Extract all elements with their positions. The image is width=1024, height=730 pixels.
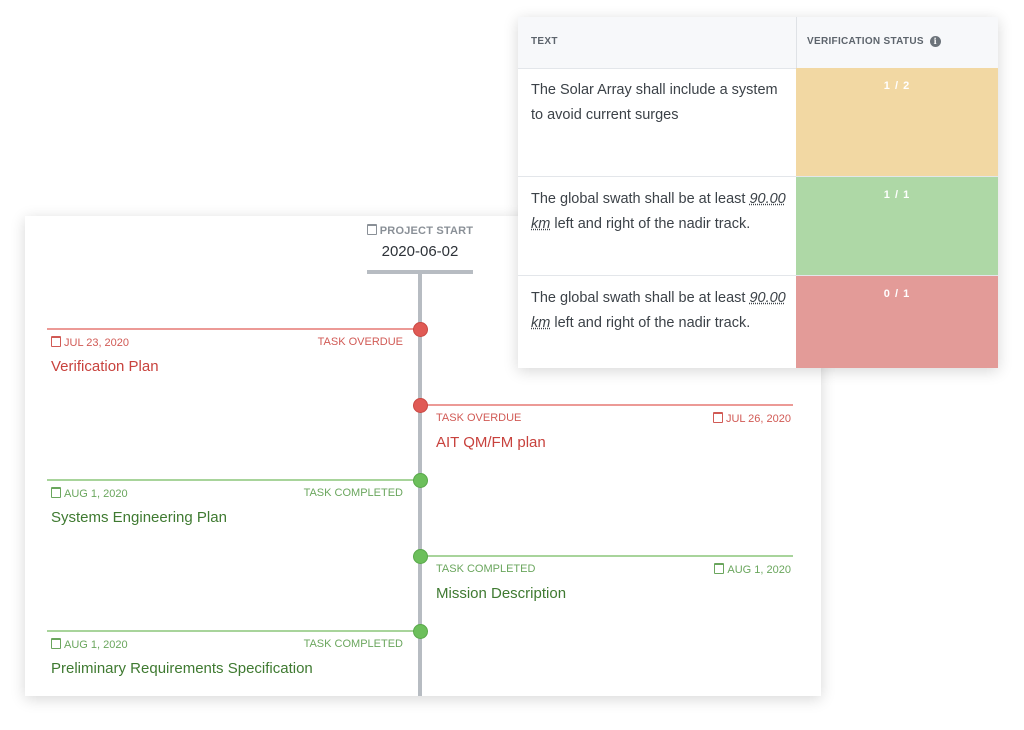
timeline-node-completed: [413, 624, 428, 639]
task-title[interactable]: Systems Engineering Plan: [51, 509, 227, 526]
calendar-icon: [51, 487, 61, 498]
timeline-node-overdue: [413, 322, 428, 337]
task-due-date: JUL 23, 2020: [51, 336, 129, 349]
table-row[interactable]: The global swath shall be at least 90.00…: [518, 276, 998, 368]
task-title[interactable]: Preliminary Requirements Specification: [51, 660, 313, 677]
task-connector: [420, 404, 793, 406]
column-header-text[interactable]: TEXT: [531, 36, 558, 47]
calendar-icon: [712, 412, 723, 423]
task-title[interactable]: Mission Description: [436, 585, 567, 602]
column-divider: [796, 17, 797, 68]
column-header-verification-status[interactable]: VERIFICATION STATUS i: [807, 36, 941, 47]
task-title[interactable]: AIT QM/FM plan: [436, 434, 546, 451]
task-connector: [47, 328, 420, 330]
requirement-quantity[interactable]: 90.00 km: [531, 191, 786, 232]
timeline-node-completed: [413, 473, 428, 488]
timeline-node-overdue: [413, 398, 428, 413]
timeline-node-completed: [413, 549, 428, 564]
verification-status-cell[interactable]: 1 / 2: [796, 68, 998, 176]
task-title[interactable]: Verification Plan: [51, 358, 159, 375]
task-due-date: AUG 1, 2020: [714, 563, 791, 576]
requirement-text: The global swath shall be at least 90.00…: [531, 191, 786, 232]
timeline-start-cap: [367, 270, 473, 274]
info-icon[interactable]: i: [929, 36, 941, 47]
task-due-date: JUL 26, 2020: [712, 412, 791, 425]
verification-status-cell[interactable]: 0 / 1: [796, 276, 998, 368]
task-status: TASK COMPLETED: [303, 638, 403, 650]
verification-status-cell[interactable]: 1 / 1: [796, 177, 998, 275]
calendar-icon: [51, 336, 61, 347]
requirements-table: TEXT VERIFICATION STATUS i The Solar Arra…: [518, 17, 998, 368]
task-status: TASK OVERDUE: [436, 412, 522, 424]
requirement-quantity[interactable]: 90.00 km: [531, 290, 786, 331]
task-status: TASK OVERDUE: [317, 336, 403, 348]
verification-status-value: 0 / 1: [883, 288, 911, 300]
project-start-label: PROJECT START: [325, 224, 515, 237]
task-due-date: AUG 1, 2020: [51, 487, 128, 500]
task-due-date: AUG 1, 2020: [51, 638, 128, 651]
task-connector: [47, 630, 420, 632]
table-row[interactable]: The global swath shall be at least 90.00…: [518, 177, 998, 276]
verification-status-value: 1 / 2: [883, 80, 911, 92]
requirement-text: The global swath shall be at least 90.00…: [531, 290, 786, 331]
task-status: TASK COMPLETED: [303, 487, 403, 499]
project-start-date: 2020-06-02: [381, 243, 459, 260]
calendar-icon: [366, 224, 377, 235]
verification-status-value: 1 / 1: [883, 189, 911, 201]
calendar-icon: [714, 563, 725, 574]
requirement-text: The Solar Array shall include a system t…: [531, 82, 778, 123]
task-connector: [420, 555, 793, 557]
table-row[interactable]: The Solar Array shall include a system t…: [518, 68, 998, 177]
task-status: TASK COMPLETED: [436, 563, 536, 575]
task-connector: [47, 479, 420, 481]
table-header: TEXT VERIFICATION STATUS i: [518, 17, 998, 69]
calendar-icon: [51, 638, 61, 649]
